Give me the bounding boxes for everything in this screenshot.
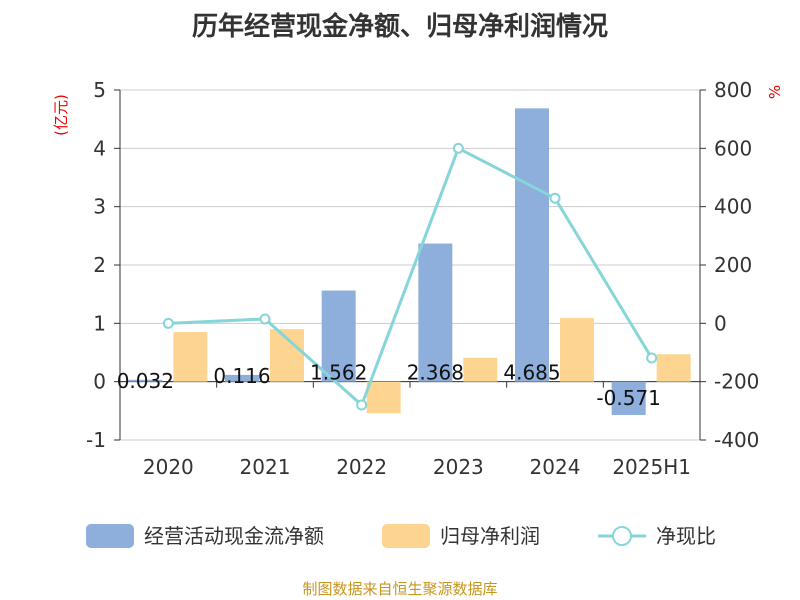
y-tick-label: 2 bbox=[93, 253, 106, 277]
bar-cashflow bbox=[418, 243, 453, 382]
bar-cashflow bbox=[611, 381, 646, 415]
data-label: 0.032 bbox=[117, 369, 174, 393]
y2-tick-label: 600 bbox=[714, 136, 752, 160]
legend-label: 归母净利润 bbox=[440, 524, 540, 548]
data-label: 4.685 bbox=[503, 361, 560, 385]
y-tick-label: 0 bbox=[93, 370, 106, 394]
y-axis-label: (亿元) bbox=[52, 94, 70, 136]
x-tick-label: 2025H1 bbox=[612, 455, 691, 479]
y2-tick-label: 400 bbox=[714, 195, 752, 219]
line-point bbox=[259, 313, 271, 325]
x-tick-label: 2020 bbox=[143, 455, 194, 479]
legend-swatch bbox=[382, 524, 430, 548]
bar-netprofit bbox=[173, 332, 208, 382]
bar-cashflow bbox=[515, 108, 549, 382]
legend-label: 经营活动现金流净额 bbox=[144, 524, 324, 548]
y-tick-label: 1 bbox=[93, 311, 106, 335]
y2-tick-label: -200 bbox=[714, 370, 759, 394]
data-label: 1.562 bbox=[310, 361, 367, 385]
data-label: 2.368 bbox=[407, 361, 464, 385]
line-ratio bbox=[168, 146, 653, 408]
y2-axis-label: % bbox=[766, 85, 784, 99]
bar-netprofit bbox=[366, 381, 401, 414]
x-tick-label: 2022 bbox=[336, 455, 387, 479]
y2-tick-label: -400 bbox=[714, 428, 759, 452]
line-point bbox=[646, 352, 658, 364]
y2-tick-label: 800 bbox=[714, 78, 752, 102]
y-tick-label: 4 bbox=[93, 136, 106, 160]
y-tick-label: -1 bbox=[86, 428, 106, 452]
data-label: 0.116 bbox=[213, 364, 270, 388]
bar-cashflow bbox=[321, 290, 356, 382]
y-tick-label: 5 bbox=[93, 78, 106, 102]
line-point bbox=[162, 317, 174, 329]
source-note: 制图数据来自恒生聚源数据库 bbox=[302, 580, 498, 598]
line-point bbox=[549, 192, 561, 204]
bar-netprofit bbox=[560, 318, 594, 382]
y2-tick-label: 200 bbox=[714, 253, 752, 277]
y2-tick-label: 0 bbox=[714, 311, 727, 335]
x-tick-label: 2023 bbox=[433, 455, 484, 479]
bar-netprofit bbox=[656, 354, 691, 382]
legend-label: 净现比 bbox=[656, 524, 716, 548]
chart-title: 历年经营现金净额、归母净利润情况 bbox=[191, 12, 608, 42]
data-label: -0.571 bbox=[596, 386, 660, 410]
line-point bbox=[452, 142, 464, 154]
x-tick-label: 2024 bbox=[530, 455, 581, 479]
bar-netprofit bbox=[463, 357, 498, 382]
bar-cashflow bbox=[128, 379, 163, 382]
bar-cashflow bbox=[225, 374, 259, 382]
legend-swatch bbox=[86, 524, 134, 548]
y-tick-label: 3 bbox=[93, 195, 106, 219]
line-point bbox=[356, 399, 368, 411]
legend-swatch-marker bbox=[612, 526, 632, 546]
x-tick-label: 2021 bbox=[240, 455, 291, 479]
